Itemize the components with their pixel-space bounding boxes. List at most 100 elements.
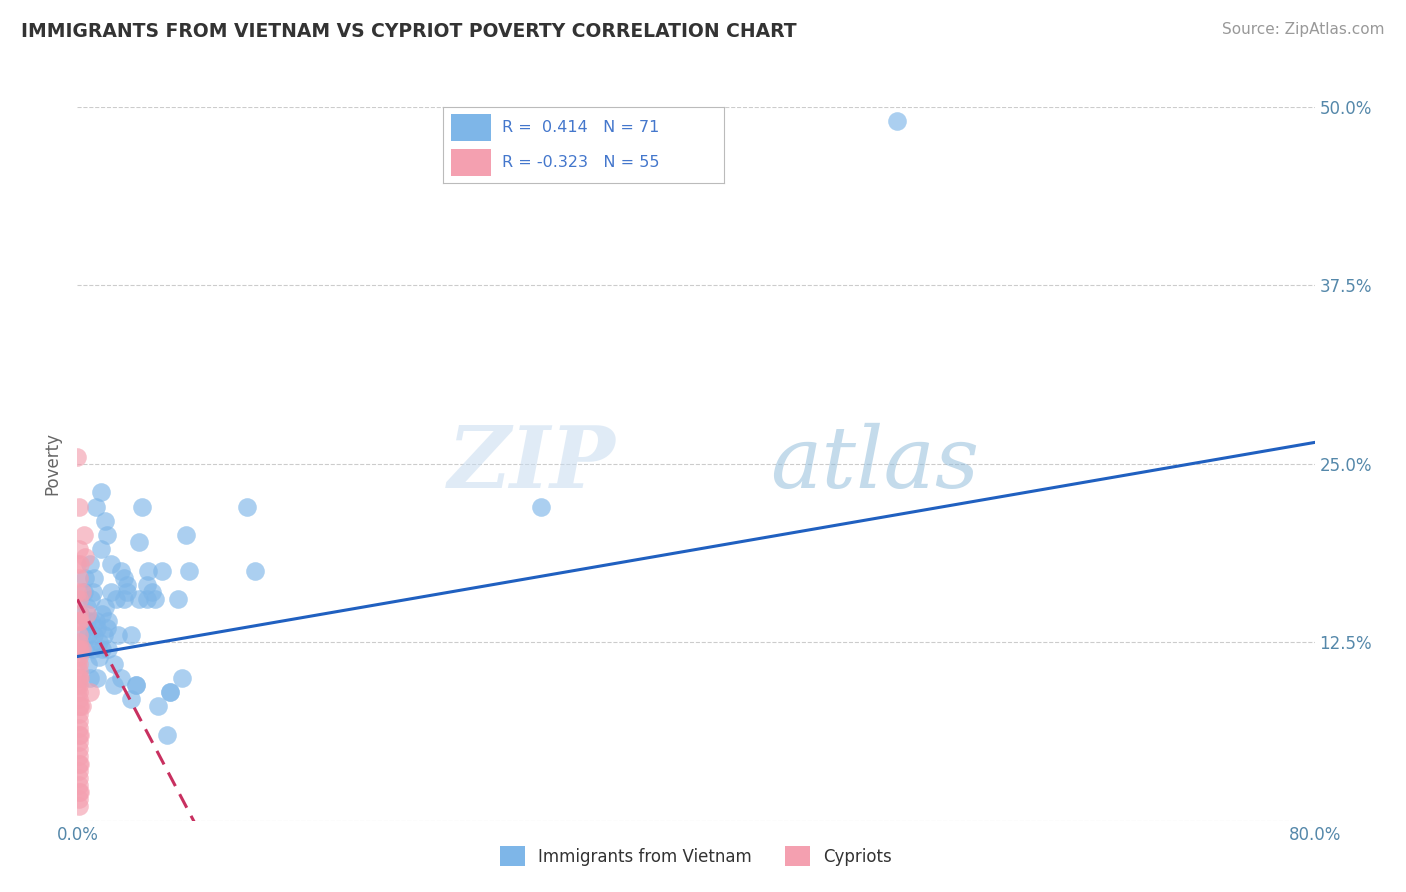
- Point: [84, 614, 107, 628]
- Point: [80, 614, 103, 628]
- Point: [67, 799, 90, 814]
- Point: [90, 542, 112, 557]
- Point: [69, 756, 91, 771]
- Point: [112, 571, 135, 585]
- Point: [94, 514, 117, 528]
- Point: [141, 585, 163, 599]
- Text: R =  0.414   N = 71: R = 0.414 N = 71: [502, 120, 659, 135]
- Point: [70, 628, 93, 642]
- Point: [90, 485, 112, 500]
- Point: [69, 699, 91, 714]
- Point: [172, 671, 194, 685]
- Point: [67, 699, 90, 714]
- Point: [103, 678, 125, 692]
- Point: [69, 671, 91, 685]
- Point: [67, 628, 90, 642]
- Point: [87, 635, 110, 649]
- Point: [174, 528, 197, 542]
- Point: [236, 500, 259, 514]
- Point: [82, 585, 104, 599]
- Point: [67, 735, 90, 749]
- Point: [66, 671, 89, 685]
- Point: [91, 642, 114, 657]
- Point: [82, 642, 104, 657]
- Point: [76, 599, 98, 614]
- Point: [67, 678, 90, 692]
- Y-axis label: Poverty: Poverty: [44, 433, 62, 495]
- Point: [128, 535, 150, 549]
- Point: [69, 614, 91, 628]
- Point: [67, 664, 90, 678]
- Point: [80, 592, 103, 607]
- Point: [70, 585, 93, 599]
- Point: [72, 585, 94, 599]
- Point: [177, 564, 200, 578]
- Point: [67, 642, 90, 657]
- Point: [128, 592, 150, 607]
- Point: [67, 742, 90, 756]
- Point: [67, 649, 90, 664]
- Point: [143, 592, 166, 607]
- Point: [69, 728, 91, 742]
- Point: [121, 628, 143, 642]
- Point: [66, 450, 89, 464]
- Point: [69, 642, 91, 657]
- Point: [112, 592, 135, 607]
- Point: [67, 721, 90, 735]
- Point: [159, 685, 181, 699]
- Point: [77, 657, 100, 671]
- Point: [115, 585, 138, 599]
- Point: [69, 607, 91, 621]
- Point: [67, 671, 90, 685]
- Point: [87, 649, 110, 664]
- Point: [97, 614, 120, 628]
- Point: [67, 500, 90, 514]
- Point: [245, 564, 267, 578]
- Point: [67, 714, 90, 728]
- Point: [96, 528, 118, 542]
- Point: [70, 699, 93, 714]
- Point: [110, 564, 132, 578]
- Point: [125, 678, 148, 692]
- Point: [84, 500, 107, 514]
- Point: [83, 628, 105, 642]
- Point: [67, 771, 90, 785]
- Point: [70, 642, 93, 657]
- Point: [86, 671, 108, 685]
- Point: [75, 571, 96, 585]
- Point: [79, 685, 101, 699]
- Point: [66, 614, 89, 628]
- Text: IMMIGRANTS FROM VIETNAM VS CYPRIOT POVERTY CORRELATION CHART: IMMIGRANTS FROM VIETNAM VS CYPRIOT POVER…: [21, 22, 797, 41]
- Point: [66, 585, 89, 599]
- Point: [156, 728, 179, 742]
- Point: [67, 657, 90, 671]
- Point: [146, 699, 169, 714]
- Point: [121, 692, 143, 706]
- Point: [159, 685, 181, 699]
- Point: [67, 785, 90, 799]
- Point: [72, 528, 94, 542]
- Point: [96, 621, 118, 635]
- Point: [67, 635, 90, 649]
- Point: [76, 607, 98, 621]
- Point: [67, 607, 90, 621]
- Point: [138, 564, 160, 578]
- Point: [136, 578, 159, 592]
- Point: [67, 778, 90, 792]
- Point: [110, 671, 132, 685]
- Text: R = -0.323   N = 55: R = -0.323 N = 55: [502, 155, 659, 169]
- Point: [93, 628, 115, 642]
- Point: [100, 585, 122, 599]
- Point: [66, 685, 89, 699]
- Point: [67, 756, 90, 771]
- Point: [67, 764, 90, 778]
- Point: [69, 557, 91, 571]
- Point: [131, 500, 153, 514]
- Point: [530, 500, 553, 514]
- Point: [136, 592, 159, 607]
- Point: [67, 692, 90, 706]
- Point: [79, 671, 101, 685]
- Bar: [451, 149, 491, 176]
- Point: [67, 685, 90, 699]
- Point: [66, 642, 89, 657]
